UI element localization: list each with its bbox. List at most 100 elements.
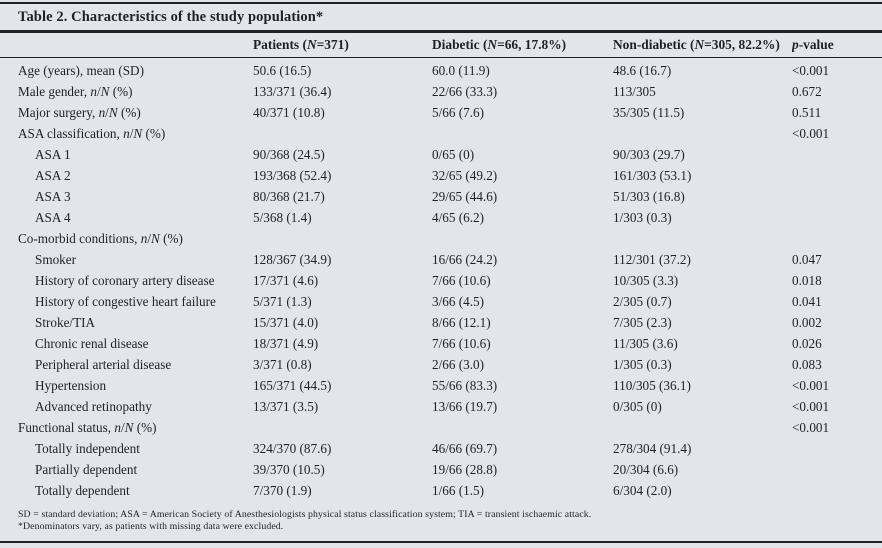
cell-value: 4/65 (6.2) bbox=[432, 209, 485, 225]
row-label: ASA 2 bbox=[35, 167, 71, 183]
row-label: Partially dependent bbox=[35, 461, 138, 477]
cell-value: 17/371 (4.6) bbox=[253, 272, 319, 288]
cell-value: 324/370 (87.6) bbox=[253, 440, 332, 456]
cell-value: <0.001 bbox=[792, 398, 830, 414]
cell-value: 1/66 (1.5) bbox=[432, 482, 485, 498]
cell-value: 7/305 (2.3) bbox=[613, 314, 672, 330]
cell-value: 55/66 (83.3) bbox=[432, 377, 498, 393]
cell-value: 50.6 (16.5) bbox=[253, 62, 312, 78]
table-row: ASA 4 5/368 (1.4) 4/65 (6.2) 1/303 (0.3) bbox=[0, 207, 882, 228]
row-label: Advanced retinopathy bbox=[35, 398, 152, 414]
row-label: ASA classification, n/N (%) bbox=[18, 125, 166, 141]
cell-value: 110/305 (36.1) bbox=[613, 377, 691, 393]
cell-value: 7/66 (10.6) bbox=[432, 272, 491, 288]
row-label: Hypertension bbox=[35, 377, 107, 393]
cell-value: 165/371 (44.5) bbox=[253, 377, 332, 393]
title-separator-rule bbox=[0, 30, 882, 33]
table-row: ASA 3 80/368 (21.7) 29/65 (44.6) 51/303 (16… bbox=[0, 186, 882, 207]
table-title: Table 2. Characteristics of the study po… bbox=[18, 9, 324, 25]
row-label: Age (years), mean (SD) bbox=[18, 62, 144, 78]
header-separator-rule bbox=[0, 56, 882, 58]
footnote: SD = standard deviation; ASA = American … bbox=[18, 509, 592, 520]
row-label: ASA 1 bbox=[35, 146, 71, 162]
table-row: Totally dependent 7/370 (1.9) 1/66 (1.5) 6/… bbox=[0, 480, 882, 501]
cell-value: 5/371 (1.3) bbox=[253, 293, 312, 309]
row-label: Smoker bbox=[35, 251, 77, 267]
row-label: Chronic renal disease bbox=[35, 335, 149, 351]
table-row: Peripheral arterial disease 3/371 (0.8) 2/… bbox=[0, 354, 882, 375]
table-row: Smoker 128/367 (34.9) 16/66 (24.2) 112/301 … bbox=[0, 249, 882, 270]
cell-value: 13/371 (3.5) bbox=[253, 398, 319, 414]
cell-value: 113/305 bbox=[613, 83, 656, 99]
table-row: Age (years), mean (SD) 50.6 (16.5) 60.0 (1… bbox=[0, 60, 882, 81]
cell-value: <0.001 bbox=[792, 377, 830, 393]
row-label: Major surgery, n/N (%) bbox=[18, 104, 141, 120]
cell-value: 0/65 (0) bbox=[432, 146, 475, 162]
column-header: Diabetic (N=66, 17.8%) bbox=[432, 36, 567, 52]
cell-value: 112/301 (37.2) bbox=[613, 251, 691, 267]
row-label: History of coronary artery disease bbox=[35, 272, 215, 288]
table-header-row: Patients (N=371) Diabetic (N=66, 17.8%) No… bbox=[0, 33, 882, 57]
cell-value: 193/368 (52.4) bbox=[253, 167, 332, 183]
cell-value: 51/303 (16.8) bbox=[613, 188, 685, 204]
table-row: History of congestive heart failure 5/371… bbox=[0, 291, 882, 312]
cell-value: 39/370 (10.5) bbox=[253, 461, 325, 477]
cell-value: 0.018 bbox=[792, 272, 822, 288]
row-label: ASA 3 bbox=[35, 188, 71, 204]
table-row: ASA 2 193/368 (52.4) 32/65 (49.2) 161/303 (… bbox=[0, 165, 882, 186]
row-label: Totally dependent bbox=[35, 482, 130, 498]
footnote: *Denominators vary, as patients with mis… bbox=[18, 520, 284, 532]
cell-value: 0.041 bbox=[792, 293, 822, 309]
cell-value: 0.026 bbox=[792, 335, 822, 351]
table-row: ASA classification, n/N (%) <0.001 bbox=[0, 123, 882, 144]
cell-value: <0.001 bbox=[792, 125, 830, 141]
cell-value: 35/305 (11.5) bbox=[613, 104, 685, 120]
cell-value: 46/66 (69.7) bbox=[432, 440, 498, 456]
table-row: Male gender, n/N (%) 133/371 (36.4) 22/66 … bbox=[0, 81, 882, 102]
cell-value: 48.6 (16.7) bbox=[613, 62, 672, 78]
cell-value: 5/368 (1.4) bbox=[253, 209, 312, 225]
table-row: Major surgery, n/N (%) 40/371 (10.8) 5/66 … bbox=[0, 102, 882, 123]
column-header: Non-diabetic (N=305, 82.2%) bbox=[613, 36, 780, 52]
cell-value: 6/304 (2.0) bbox=[613, 482, 672, 498]
cell-value: 0.047 bbox=[792, 251, 822, 267]
cell-value: 0.672 bbox=[792, 83, 822, 99]
cell-value: 22/66 (33.3) bbox=[432, 83, 498, 99]
cell-value: 3/371 (0.8) bbox=[253, 356, 312, 372]
row-label: Male gender, n/N (%) bbox=[18, 83, 133, 99]
cell-value: 11/305 (3.6) bbox=[613, 335, 678, 351]
table-row: Stroke/TIA 15/371 (4.0) 8/66 (12.1) 7/305 (… bbox=[0, 312, 882, 333]
cell-value: 8/66 (12.1) bbox=[432, 314, 491, 330]
row-label: Co-morbid conditions, n/N (%) bbox=[18, 230, 183, 246]
cell-value: 90/368 (24.5) bbox=[253, 146, 325, 162]
table-top-rule bbox=[0, 2, 882, 4]
cell-value: 15/371 (4.0) bbox=[253, 314, 319, 330]
cell-value: <0.001 bbox=[792, 62, 830, 78]
cell-value: 1/305 (0.3) bbox=[613, 356, 672, 372]
cell-value: 133/371 (36.4) bbox=[253, 83, 332, 99]
cell-value: 13/66 (19.7) bbox=[432, 398, 498, 414]
row-label: ASA 4 bbox=[35, 209, 71, 225]
cell-value: 60.0 (11.9) bbox=[432, 62, 490, 78]
cell-value: <0.001 bbox=[792, 419, 830, 435]
column-header: Patients (N=371) bbox=[253, 36, 349, 52]
table-row: Functional status, n/N (%) <0.001 bbox=[0, 417, 882, 438]
cell-value: 128/367 (34.9) bbox=[253, 251, 332, 267]
table-row: Hypertension 165/371 (44.5) 55/66 (83.3) 11… bbox=[0, 375, 882, 396]
cell-value: 19/66 (28.8) bbox=[432, 461, 498, 477]
cell-value: 7/66 (10.6) bbox=[432, 335, 491, 351]
table-row: Advanced retinopathy 13/371 (3.5) 13/66 (1… bbox=[0, 396, 882, 417]
cell-value: 16/66 (24.2) bbox=[432, 251, 498, 267]
cell-value: 80/368 (21.7) bbox=[253, 188, 325, 204]
cell-value: 0.002 bbox=[792, 314, 822, 330]
cell-value: 90/303 (29.7) bbox=[613, 146, 685, 162]
cell-value: 40/371 (10.8) bbox=[253, 104, 325, 120]
cell-value: 0.511 bbox=[792, 104, 822, 120]
table-footnotes: SD = standard deviation; ASA = American … bbox=[0, 501, 882, 532]
cell-value: 18/371 (4.9) bbox=[253, 335, 319, 351]
table-row: History of coronary artery disease 17/371… bbox=[0, 270, 882, 291]
row-label: Stroke/TIA bbox=[35, 314, 96, 330]
cell-value: 3/66 (4.5) bbox=[432, 293, 485, 309]
cell-value: 7/370 (1.9) bbox=[253, 482, 312, 498]
